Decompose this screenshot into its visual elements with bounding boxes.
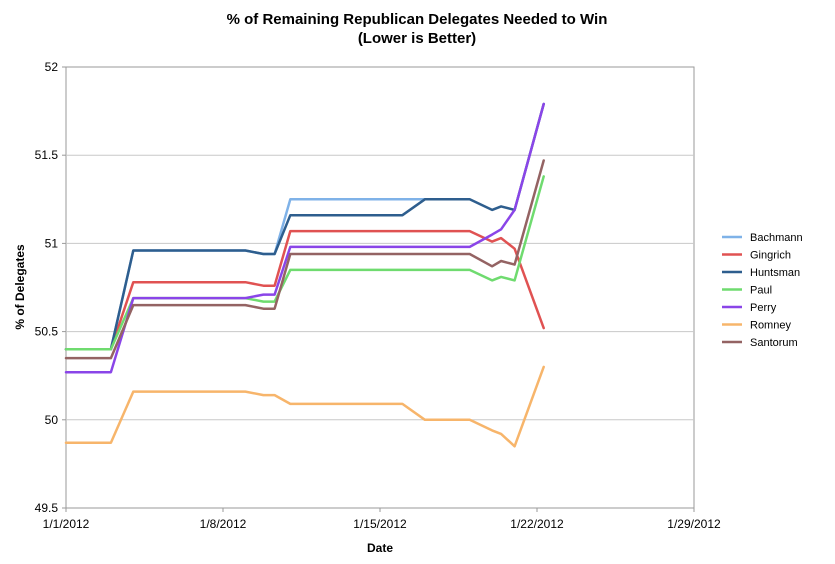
y-axis-label: % of Delegates: [13, 244, 27, 330]
x-tick-label: 1/15/2012: [353, 517, 407, 531]
series-line-santorum: [64, 159, 545, 360]
x-tick-label: 1/29/2012: [667, 517, 721, 531]
x-axis-label: Date: [367, 541, 393, 555]
legend-label-romney: Romney: [750, 320, 791, 332]
y-tick-label: 51.5: [35, 148, 59, 162]
y-tick-label: 52: [45, 60, 59, 74]
plot-area: [65, 66, 695, 509]
y-tick-label: 50: [45, 413, 59, 427]
x-axis-ticks: 1/1/2012 1/8/2012 1/15/2012 1/22/2012 1/29/2…: [43, 508, 721, 531]
y-tick-label: 51: [45, 236, 59, 250]
series-lines: [64, 102, 545, 448]
grid-lines: [66, 154, 694, 421]
x-tick-label: 1/22/2012: [510, 517, 564, 531]
chart-subtitle: (Lower is Better): [358, 30, 476, 47]
legend-label-santorum: Santorum: [750, 337, 798, 349]
series-line-perry: [64, 102, 545, 374]
x-tick-label: 1/8/2012: [200, 517, 247, 531]
legend-label-bachmann: Bachmann: [750, 232, 803, 244]
series-line-gingrich: [64, 229, 545, 351]
series-line-romney: [64, 365, 545, 448]
series-line-huntsman: [64, 102, 545, 351]
x-tick-label: 1/1/2012: [43, 517, 90, 531]
y-tick-label: 49.5: [35, 501, 59, 515]
chart-title: % of Remaining Republican Delegates Need…: [227, 11, 608, 28]
legend-label-gingrich: Gingrich: [750, 250, 791, 262]
legend-label-huntsman: Huntsman: [750, 267, 800, 279]
legend-label-perry: Perry: [750, 302, 777, 314]
legend-label-paul: Paul: [750, 285, 772, 297]
legend: Bachmann Gingrich Huntsman Paul Perry Romney S…: [722, 232, 803, 349]
y-tick-label: 50.5: [35, 325, 59, 339]
y-axis-ticks: 49.5 50 50.5 51 51.5 52: [35, 60, 66, 515]
